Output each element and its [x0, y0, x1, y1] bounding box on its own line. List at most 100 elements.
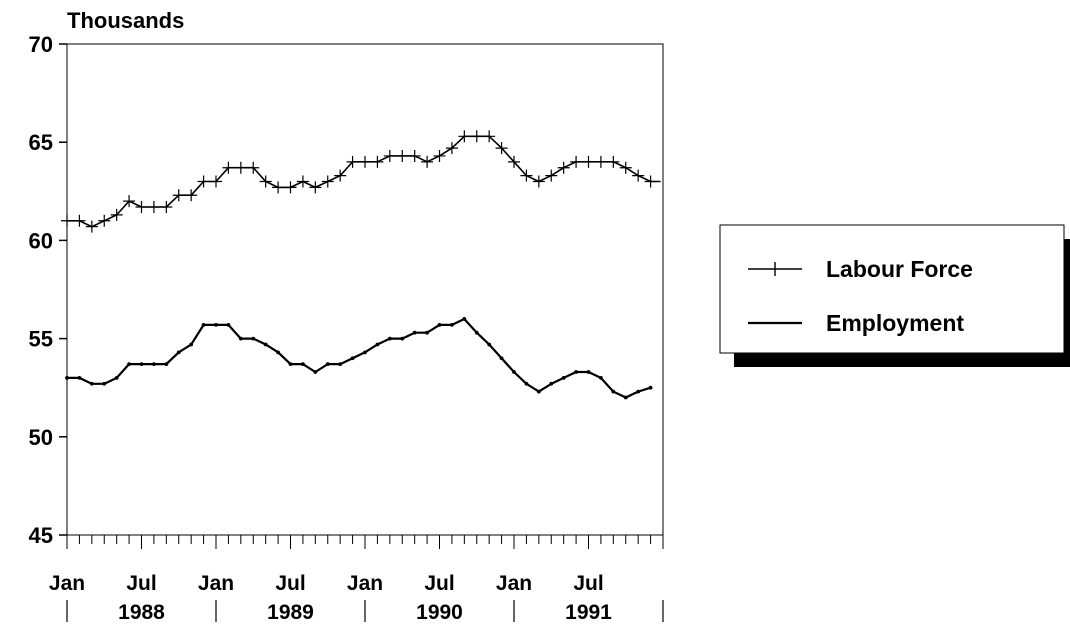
labour-force-marker: [296, 175, 309, 188]
employment-marker: [325, 362, 330, 367]
labour-force-marker: [495, 142, 508, 155]
employment-marker: [139, 362, 144, 367]
labour-force-marker: [160, 201, 173, 214]
labour-force-marker: [532, 175, 545, 188]
employment-marker: [176, 350, 181, 355]
legend-label-employment: Employment: [826, 310, 964, 336]
employment-marker: [412, 330, 417, 335]
labour-force-marker: [445, 142, 458, 155]
labour-force-marker: [321, 175, 334, 188]
labour-force-marker: [222, 161, 235, 174]
employment-marker: [313, 370, 318, 374]
employment-marker: [375, 342, 380, 347]
labour-force-marker: [594, 155, 607, 168]
employment-marker: [586, 370, 591, 374]
labour-force-marker: [259, 175, 272, 188]
labour-force-marker: [570, 155, 583, 168]
labour-force-marker: [458, 130, 471, 143]
employment-marker: [462, 317, 467, 321]
y-tick-label: 50: [29, 425, 53, 450]
employment-marker: [214, 322, 218, 327]
labour-force-marker: [247, 161, 260, 174]
labour-force-marker: [545, 169, 558, 182]
employment-marker: [288, 362, 293, 367]
x-year-label: 1990: [416, 601, 463, 624]
labour-force-marker: [520, 169, 533, 182]
x-month-label: Jan: [49, 572, 85, 595]
employment-marker: [89, 381, 94, 386]
employment-marker: [77, 375, 82, 380]
employment-marker: [512, 370, 516, 374]
employment-marker: [338, 362, 343, 367]
labour-force-marker: [607, 155, 620, 168]
employment-marker: [65, 375, 69, 380]
employment-marker: [474, 330, 479, 335]
labour-force-marker: [123, 195, 136, 208]
labour-force-marker: [234, 161, 247, 174]
legend-label-labour-force: Labour Force: [826, 256, 973, 282]
employment-marker: [363, 350, 367, 355]
y-tick-label: 65: [29, 130, 53, 155]
employment-marker: [524, 381, 529, 386]
employment-marker: [102, 381, 107, 386]
labour-force-marker: [508, 155, 520, 168]
y-tick-label: 45: [29, 523, 53, 548]
employment-marker: [574, 370, 578, 374]
labour-force-marker: [334, 169, 347, 182]
labour-force-marker: [421, 155, 434, 168]
x-month-label: Jul: [275, 572, 305, 595]
labour-force-marker: [346, 155, 359, 168]
labour-force-marker: [61, 214, 73, 227]
employment-marker: [164, 362, 169, 367]
employment-marker: [400, 336, 405, 341]
labour-force-marker: [470, 130, 483, 143]
x-year-label: 1989: [267, 601, 314, 624]
employment-marker: [561, 375, 566, 380]
labour-force-marker: [309, 181, 322, 194]
labour-force-marker: [383, 149, 396, 162]
legend-box: [719, 224, 1065, 354]
employment-marker: [201, 322, 206, 327]
employment-marker: [251, 336, 256, 341]
labour-force-marker: [185, 189, 198, 202]
labour-force-marker: [172, 189, 185, 202]
x-month-label: Jan: [347, 572, 383, 595]
employment-marker: [127, 362, 131, 367]
employment-marker: [599, 375, 603, 380]
employment-line: [67, 317, 651, 399]
employment-marker: [226, 322, 231, 327]
labour-force-marker: [110, 208, 123, 221]
employment-marker: [263, 342, 268, 347]
labour-force-marker: [396, 149, 409, 162]
x-year-label: 1988: [118, 601, 165, 624]
employment-marker: [387, 336, 392, 341]
labour-force-marker: [85, 220, 98, 233]
labour-force-marker: [408, 149, 421, 162]
employment-marker: [636, 389, 641, 394]
labour-force-marker: [272, 181, 285, 194]
employment-marker: [536, 389, 541, 394]
y-tick-label: 60: [29, 228, 53, 253]
labour-force-marker: [619, 161, 632, 174]
labour-force-marker: [557, 161, 570, 174]
labour-force-marker: [73, 214, 86, 227]
labour-force-marker: [284, 181, 297, 194]
x-month-label: Jul: [573, 572, 603, 595]
labour-force-marker: [644, 175, 657, 188]
employment-marker: [350, 356, 355, 361]
employment-marker: [450, 322, 454, 327]
employment-marker: [648, 385, 653, 390]
y-tick-label: 55: [29, 327, 53, 352]
employment-marker: [623, 395, 628, 400]
x-month-label: Jan: [198, 572, 234, 595]
employment-marker: [276, 350, 280, 355]
employment-marker: [499, 356, 504, 361]
employment-marker: [114, 375, 119, 380]
plot-frame: [66, 43, 664, 536]
labour-force-marker: [147, 201, 160, 214]
labour-force-marker: [632, 169, 645, 182]
employment-marker: [611, 389, 616, 394]
labour-force-marker: [483, 130, 496, 143]
labour-force-marker: [371, 155, 384, 168]
